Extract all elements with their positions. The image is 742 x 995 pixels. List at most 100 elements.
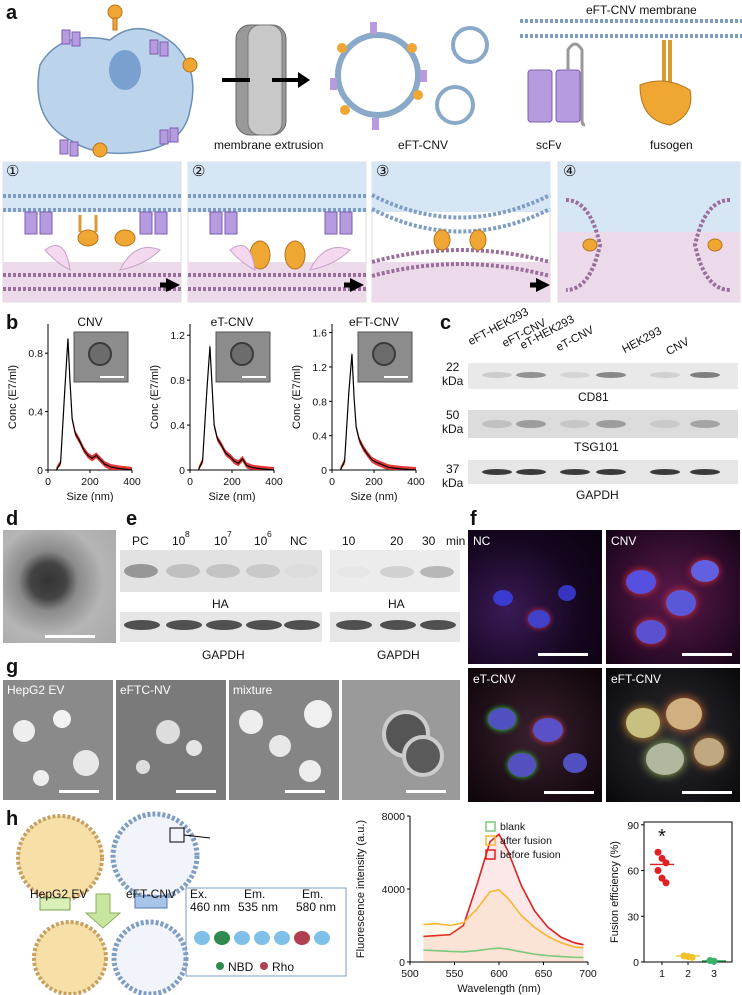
ha-band xyxy=(420,566,454,578)
panel-label-g: g xyxy=(6,656,19,678)
chart-title: eFT-CNV xyxy=(349,315,399,329)
schematic-a xyxy=(2,4,742,303)
blot-band xyxy=(482,372,512,378)
x-tick-label: 600 xyxy=(490,968,508,980)
gapdh-label-right: GAPDH xyxy=(377,648,420,662)
sem-tile-hepg2: HepG2 EV xyxy=(3,680,113,800)
series-line-before-fusion xyxy=(423,833,584,946)
gapdh-kda-unit: kDa xyxy=(442,476,464,490)
vesicle xyxy=(88,342,112,366)
lane-label-e-right: 20 xyxy=(390,534,404,548)
fret-schematic xyxy=(16,811,347,995)
step-1-label: ① xyxy=(6,163,20,180)
sem-tile-hepg2-label: HepG2 EV xyxy=(7,683,65,697)
ha-band xyxy=(166,564,200,578)
blot-band xyxy=(690,469,720,475)
nbd-label: NBD xyxy=(228,960,254,974)
eftcnv-label-h: eFT-CNV xyxy=(126,887,177,901)
mean-line xyxy=(339,354,417,471)
step-3-label: ③ xyxy=(376,163,390,180)
lane-exponent: 8 xyxy=(185,529,190,539)
size-chart-2: eFT-CNV Conc (E7/ml) Size (nm) 0 0.4 0.8 1.2 1.… xyxy=(291,315,425,502)
x-tick-label: 200 xyxy=(365,476,383,488)
tsg101-label: TSG101 xyxy=(574,440,619,454)
x-tick-label: 200 xyxy=(81,476,99,488)
ha-band xyxy=(336,566,370,578)
scale-bar xyxy=(45,635,95,638)
y-tick-label: 0 xyxy=(321,465,327,477)
ha-band xyxy=(124,564,158,578)
y-tick-label: 30 xyxy=(627,911,639,923)
blot-band xyxy=(596,372,626,378)
significance-star: * xyxy=(658,826,666,848)
chart-title: eT-CNV xyxy=(211,315,254,329)
x-tick-label: 650 xyxy=(535,968,553,980)
lane-exponent: 7 xyxy=(227,529,232,539)
cd81-label: CD81 xyxy=(578,390,609,404)
em1-label: Em. xyxy=(244,887,266,901)
legend-entry: before fusion xyxy=(500,849,561,861)
y-tick-label: 0.8 xyxy=(312,396,327,408)
size-chart-1: eT-CNV Conc (E7/ml) Size (nm) 0 0.4 0.8 1.2 0 20… xyxy=(149,315,283,502)
blot-band xyxy=(560,420,590,428)
sem-tile-mixture: mixture xyxy=(229,680,339,800)
ha-blot-right xyxy=(330,550,460,592)
y-axis-label: Fluorescence intensity (a.u.) xyxy=(355,820,367,958)
gapdh-band xyxy=(166,620,202,630)
legend-swatch xyxy=(485,849,496,860)
x-axis-label: Size (nm) xyxy=(66,491,113,502)
fluor-tile-cnv-label: CNV xyxy=(611,534,637,548)
y-tick-label: 8000 xyxy=(382,811,406,823)
blot-band xyxy=(516,420,546,428)
blot-band xyxy=(560,372,590,378)
hepg2-label: HepG2 EV xyxy=(30,887,88,901)
gapdh-label-c: GAPDH xyxy=(576,488,619,502)
gapdh-band xyxy=(124,620,160,630)
gapdh-band xyxy=(206,620,242,630)
tem-tile-fused xyxy=(342,680,460,800)
ex-label: Ex. xyxy=(190,887,208,901)
y-tick-label: 0.8 xyxy=(170,375,185,387)
y-axis-label: Conc (E7/ml) xyxy=(149,365,161,429)
fusion-efficiency-chart: 0 30 60 90 1 2 3 Fusion efficiency (%) * xyxy=(609,820,733,980)
y-tick-label: 60 xyxy=(627,866,639,878)
fluor-tile-nc: NC xyxy=(468,530,602,664)
legend-swatch xyxy=(485,835,496,846)
cd81-kda-unit: kDa xyxy=(442,374,464,388)
gapdh-band xyxy=(336,620,372,630)
lane-label-e-right: 10 xyxy=(342,534,356,548)
x-axis-label: Size (nm) xyxy=(208,491,255,502)
legend-entry: after fusion xyxy=(500,835,552,847)
blot-band xyxy=(650,469,680,475)
x-tick-label: 1 xyxy=(659,968,665,980)
tsg101-kda: 50 xyxy=(446,408,460,422)
x-tick-label: 200 xyxy=(223,476,241,488)
gapdh-band xyxy=(246,620,282,630)
y-axis-label: Conc (E7/ml) xyxy=(7,365,19,429)
gapdh-band xyxy=(284,620,320,630)
mean-line xyxy=(197,346,275,471)
tem-image-d xyxy=(3,530,116,643)
lane-label-e: 10 xyxy=(254,534,268,548)
fluorescence-spectrum-chart: 0 4000 8000 500 550 600 650 700 Fluorescence int… xyxy=(355,811,597,995)
y-tick-label: 4000 xyxy=(382,884,406,896)
lane-exponent: 6 xyxy=(267,529,272,539)
em2-nm: 580 nm xyxy=(296,900,337,914)
fluor-tile-eft-cnv: eFT-CNV xyxy=(606,668,740,802)
ha-band xyxy=(246,564,280,578)
step-4-label: ④ xyxy=(563,163,577,180)
blot-band xyxy=(690,372,720,378)
x-tick-label: 3 xyxy=(711,968,717,980)
y-tick-label: 0 xyxy=(399,957,405,969)
blot-band xyxy=(482,420,512,428)
y-tick-label: 1.2 xyxy=(170,330,185,342)
gapdh-band xyxy=(380,620,416,630)
sem-tile-mixture-label: mixture xyxy=(233,683,273,697)
em2-label: Em. xyxy=(302,887,324,901)
y-tick-label: 0.4 xyxy=(170,420,185,432)
data-point xyxy=(662,859,670,867)
x-axis-label: Wavelength (nm) xyxy=(457,983,540,995)
gapdh-band xyxy=(420,620,456,630)
ha-band xyxy=(206,564,240,578)
